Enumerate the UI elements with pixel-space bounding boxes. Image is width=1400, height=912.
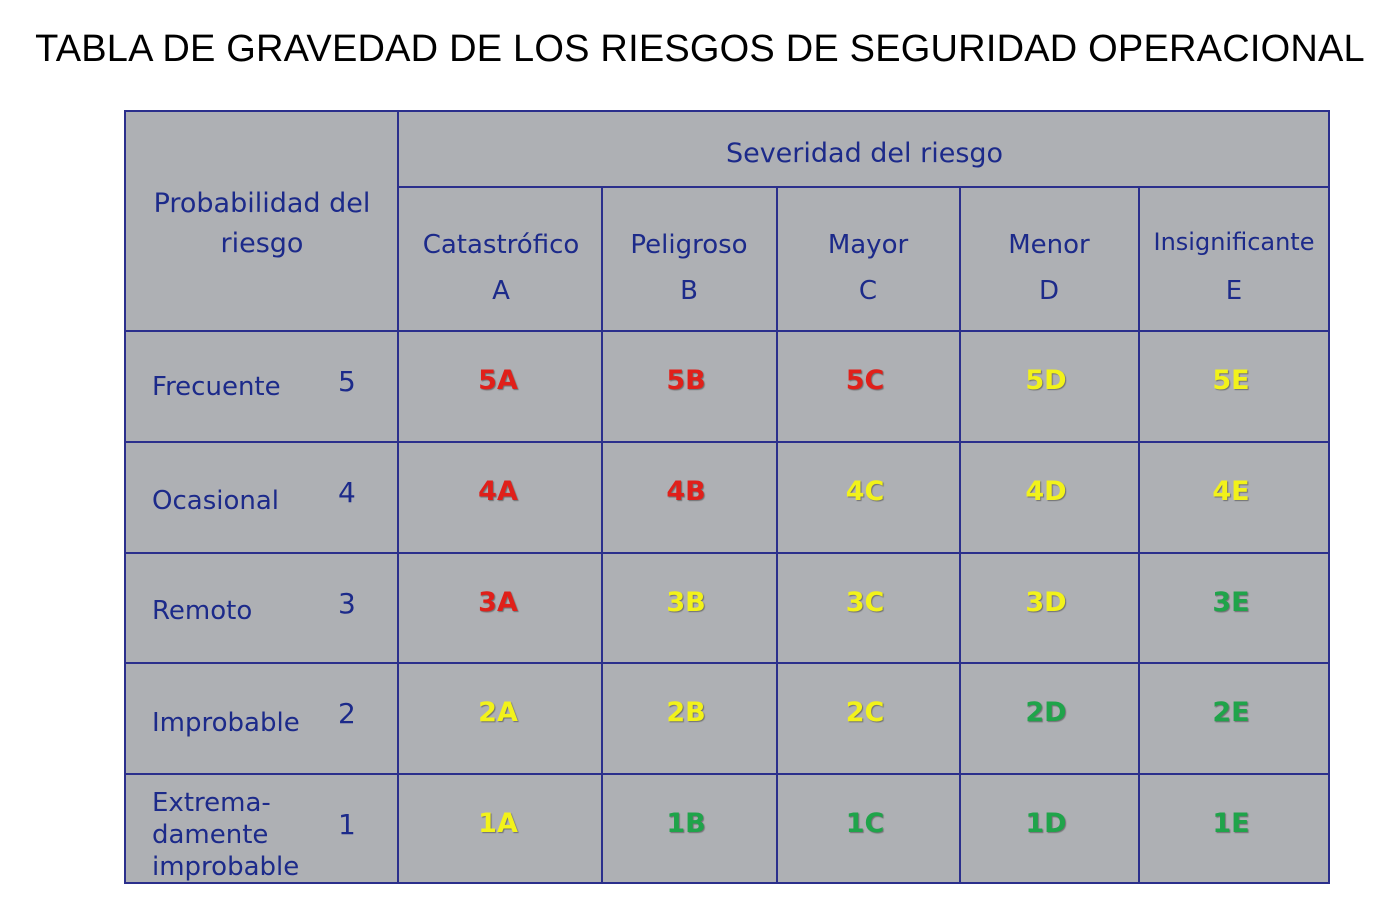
grid-line-col-cd [959, 188, 961, 884]
column-header-letter: A [492, 276, 510, 306]
row-label: Ocasional [152, 486, 280, 516]
column-header-name: Mayor [827, 230, 909, 260]
page-title: TABLA DE GRAVEDAD DE LOS RIESGOS DE SEGU… [35, 28, 1365, 70]
row-label: Remoto [152, 596, 253, 626]
risk-matrix-table: Probabilidad del riesgo Severidad del ri… [124, 110, 1330, 884]
column-header-letter: C [858, 276, 878, 306]
grid-line-col-bc [776, 188, 778, 884]
grid-line-row-5 [126, 441, 1330, 443]
risk-cell-3e: 3E [1212, 587, 1250, 618]
column-header-name: Insignificante [1153, 228, 1315, 256]
risk-cell-4d: 4D [1025, 476, 1067, 507]
risk-cell-2e: 2E [1212, 697, 1250, 728]
grid-line-row-3 [126, 662, 1330, 664]
grid-line-row-4 [126, 552, 1330, 554]
risk-cell-1a: 1A [478, 808, 518, 839]
risk-cell-2c: 2C [845, 697, 885, 728]
risk-cell-4c: 4C [845, 476, 885, 507]
risk-cell-2b: 2B [666, 697, 706, 728]
risk-cell-3a: 3A [478, 587, 518, 618]
risk-cell-5d: 5D [1025, 365, 1067, 396]
risk-cell-3b: 3B [666, 587, 706, 618]
risk-cell-1b: 1B [666, 808, 706, 839]
column-header-name: Catastrófico [422, 230, 580, 260]
row-label: Frecuente [152, 372, 281, 402]
risk-cell-5c: 5C [845, 365, 885, 396]
risk-cell-4a: 4A [478, 476, 518, 507]
risk-cell-1c: 1C [845, 808, 885, 839]
severity-header: Severidad del riesgo [725, 138, 1004, 169]
risk-cell-2d: 2D [1025, 697, 1067, 728]
risk-cell-4e: 4E [1212, 476, 1250, 507]
row-number: 5 [338, 365, 356, 398]
probability-header: Probabilidad del riesgo [153, 188, 371, 259]
risk-cell-5e: 5E [1212, 365, 1250, 396]
risk-cell-1e: 1E [1212, 808, 1250, 839]
column-header-name: Menor [1008, 230, 1090, 260]
grid-line-col-ab [601, 188, 603, 884]
column-header-letter: D [1038, 276, 1060, 306]
row-number: 3 [338, 587, 356, 620]
row-number: 4 [338, 476, 356, 509]
grid-line-row-header [126, 330, 1330, 332]
column-header-letter: B [680, 276, 698, 306]
risk-cell-4b: 4B [666, 476, 706, 507]
risk-cell-3d: 3D [1025, 587, 1067, 618]
row-label: Extrema- damente improbable [152, 788, 300, 882]
risk-cell-5b: 5B [666, 365, 706, 396]
row-number: 1 [338, 808, 356, 841]
risk-cell-5a: 5A [478, 365, 518, 396]
grid-line-severity-divider [397, 186, 1330, 188]
risk-cell-2a: 2A [478, 697, 518, 728]
row-label: Improbable [152, 708, 300, 738]
row-number: 2 [338, 697, 356, 730]
grid-line-col-de [1138, 188, 1140, 884]
risk-cell-1d: 1D [1025, 808, 1067, 839]
column-header-name: Peligroso [630, 230, 748, 260]
column-header-letter: E [1225, 276, 1243, 306]
grid-line-row-2 [126, 773, 1330, 775]
risk-cell-3c: 3C [845, 587, 885, 618]
grid-line-label-divider [397, 112, 399, 884]
